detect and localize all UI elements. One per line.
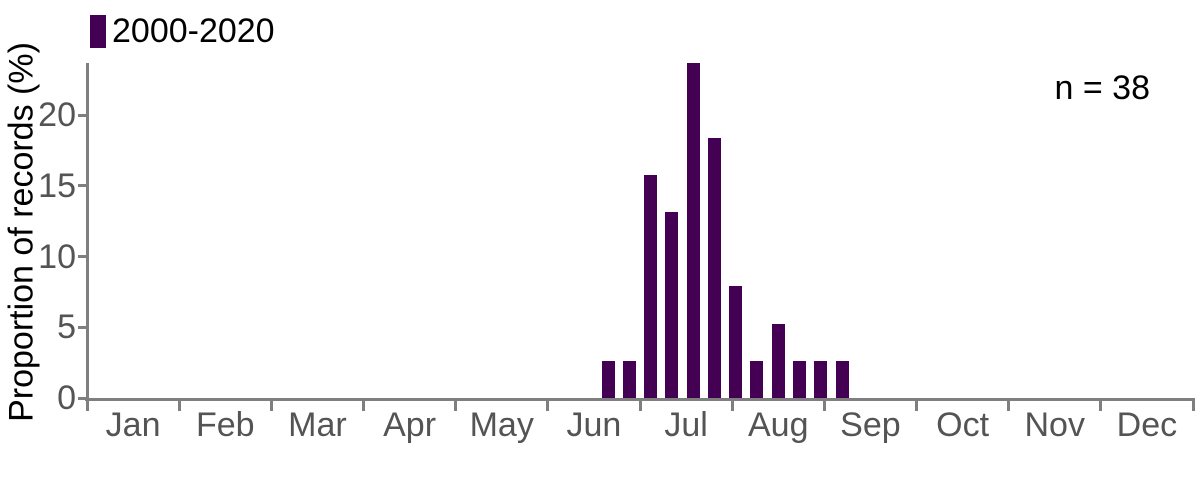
y-tick — [78, 255, 87, 259]
bar — [644, 174, 658, 398]
x-tick — [362, 401, 365, 411]
x-tick — [638, 401, 642, 411]
x-tick-label-month: Nov — [1024, 406, 1085, 444]
x-tick — [730, 401, 734, 411]
x-tick — [546, 401, 550, 411]
x-tick-label-month: Feb — [195, 406, 255, 444]
x-tick-label-month: Oct — [936, 406, 990, 444]
x-tick-label-month: Jan — [105, 406, 161, 444]
bar — [729, 286, 743, 398]
bar — [771, 323, 785, 398]
x-tick-label-month: Apr — [383, 406, 437, 444]
bar — [793, 360, 807, 398]
bar — [750, 360, 764, 398]
bar — [835, 360, 849, 398]
y-tick-label: 10 — [38, 237, 76, 276]
bar — [601, 360, 615, 398]
x-tick-label-month: Sep — [840, 406, 901, 444]
x-tick — [85, 401, 89, 411]
y-tick — [78, 325, 87, 329]
bar — [665, 211, 679, 398]
x-tick — [1099, 401, 1103, 411]
bar — [622, 360, 636, 398]
bar — [686, 63, 700, 398]
y-tick-label: 15 — [38, 166, 76, 205]
x-tick-label-month: Aug — [747, 406, 809, 444]
x-tick — [454, 401, 458, 411]
y-tick-label: 0 — [57, 379, 76, 417]
bar — [814, 360, 828, 398]
legend-swatch — [90, 14, 106, 48]
x-tick — [915, 401, 918, 411]
legend-label: 2000-2020 — [112, 12, 275, 50]
y-tick — [78, 396, 87, 400]
x-tick-label-month: May — [469, 406, 534, 444]
x-tick-label-month: Jul — [664, 406, 708, 444]
y-tick — [78, 184, 87, 188]
x-tick — [1191, 401, 1195, 411]
sample-size-annotation: n = 38 — [1054, 69, 1150, 107]
x-tick-label-month: Dec — [1116, 406, 1178, 444]
y-axis-line — [86, 63, 89, 401]
legend: 2000-2020 — [90, 12, 275, 50]
bar — [707, 137, 721, 398]
x-tick — [177, 401, 181, 411]
x-tick — [822, 401, 826, 411]
y-tick-label: 20 — [38, 96, 76, 135]
y-tick-label: 5 — [57, 308, 76, 347]
y-tick — [78, 113, 87, 117]
x-tick — [1007, 401, 1011, 411]
x-axis-line — [85, 398, 1195, 401]
x-tick-label-month: Mar — [288, 406, 347, 444]
x-tick — [269, 401, 273, 411]
x-tick-label-month: Jun — [566, 406, 622, 444]
